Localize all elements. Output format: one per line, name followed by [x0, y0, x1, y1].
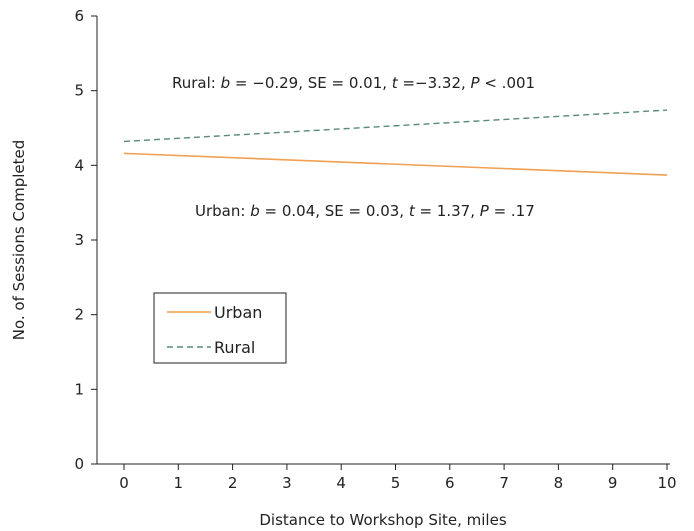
- annotation-part: = 1.37,: [415, 202, 480, 220]
- legend-label-rural: Rural: [214, 338, 255, 357]
- annotation-part: Urban:: [195, 202, 250, 220]
- annotation-part: P: [480, 202, 490, 220]
- series-layer: [123, 109, 668, 176]
- y-tick-label: 5: [74, 82, 84, 100]
- y-ticks: 0 1 2 3 4 5 6: [74, 7, 97, 473]
- annotation-part: = −0.29, SE = 0.01,: [230, 74, 392, 92]
- x-tick-label: 3: [282, 474, 292, 492]
- x-tick-label: 10: [657, 474, 676, 492]
- x-axis-title: Distance to Workshop Site, miles: [259, 511, 506, 529]
- annotation-part: t: [392, 74, 399, 92]
- series-line-urban: [123, 152, 668, 176]
- x-tick-label: 2: [228, 474, 238, 492]
- x-tick-label: 4: [336, 474, 346, 492]
- x-tick-label: 5: [391, 474, 401, 492]
- x-tick-label: 6: [445, 474, 455, 492]
- rural-annotation: Rural: b = −0.29, SE = 0.01, t =−3.32, P…: [172, 74, 535, 92]
- y-tick-label: 4: [74, 156, 84, 174]
- y-tick-label: 3: [74, 231, 84, 249]
- y-tick-label: 1: [74, 380, 84, 398]
- legend-label-urban: Urban: [214, 303, 262, 322]
- urban-annotation: Urban: b = 0.04, SE = 0.03, t = 1.37, P …: [195, 202, 535, 220]
- x-tick-label: 9: [608, 474, 618, 492]
- series-line-rural: [123, 109, 668, 143]
- x-tick-label: 1: [174, 474, 184, 492]
- y-axis-title: No. of Sessions Completed: [10, 140, 28, 341]
- annotation-part: = .17: [489, 202, 535, 220]
- legend: Urban Rural: [153, 292, 287, 364]
- x-ticks: 0 1 2 3 4 5 6 7 8 9 10: [119, 464, 677, 492]
- annotation-part: =−3.32,: [398, 74, 471, 92]
- annotation-part: Rural:: [172, 74, 221, 92]
- x-tick-label: 7: [499, 474, 509, 492]
- x-tick-label: 8: [554, 474, 564, 492]
- annotation-part: P: [471, 74, 481, 92]
- y-tick-label: 0: [74, 455, 84, 473]
- annotation-part: b: [250, 202, 260, 220]
- y-tick-label: 6: [74, 7, 84, 25]
- legend-box: [153, 292, 287, 364]
- x-tick-label: 0: [119, 474, 129, 492]
- annotation-part: < .001: [480, 74, 536, 92]
- annotation-part: b: [221, 74, 231, 92]
- y-tick-label: 2: [74, 306, 84, 324]
- annotation-part: t: [409, 202, 416, 220]
- annotation-part: = 0.04, SE = 0.03,: [260, 202, 409, 220]
